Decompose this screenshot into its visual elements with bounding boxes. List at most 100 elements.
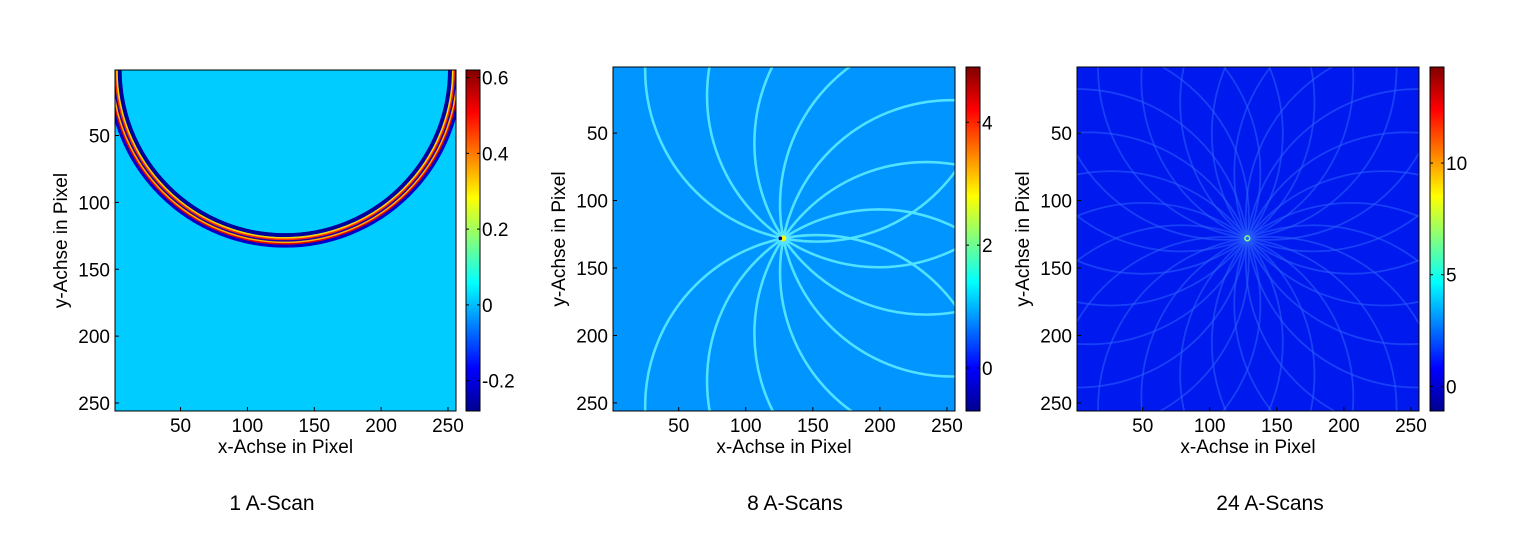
wavefront-arc (1077, 224, 1355, 411)
wavefront-arc (753, 160, 955, 411)
y-tick-label: 250 (576, 394, 608, 415)
x-axis-label: x-Achse in Pixel (1180, 437, 1315, 458)
wavefront-arc (1077, 131, 1262, 411)
wavefront-arc (1245, 88, 1419, 411)
panel-1-a-scan: 50 100 150 200 250 50 100 150 200 250 x-Achse in P… (51, 69, 515, 458)
y-tick-label: 250 (1040, 394, 1072, 415)
wavefront-arc (1077, 202, 1316, 411)
wavefront-arc (1077, 236, 1398, 411)
colorbar-tick-label: 4 (982, 113, 993, 134)
wavefront-arc (753, 67, 955, 316)
wavefront-arc (705, 67, 955, 269)
wavefront-arc (1097, 236, 1419, 411)
wavefront-arc (705, 208, 955, 411)
colorbar-tick-label: 5 (1446, 266, 1457, 287)
panel-8-a-scans: 50 100 150 200 250 50 100 150 200 250 x-Achse in P… (549, 66, 993, 458)
y-tick-label: 150 (78, 260, 110, 281)
wavefront-arc (1077, 170, 1284, 411)
x-tick-label: 250 (432, 416, 464, 437)
x-tick-label: 200 (365, 416, 397, 437)
colorbar-frame (465, 69, 481, 412)
colorbar-tick-label: -0.2 (482, 372, 515, 393)
y-tick-label: 200 (78, 327, 110, 348)
wavefront-arc (1077, 67, 1284, 307)
colorbar-tick-label: 10 (1446, 154, 1467, 175)
y-tick-label: 250 (78, 394, 110, 415)
x-tick-label: 250 (931, 416, 963, 437)
x-tick-label: 250 (1395, 416, 1427, 437)
colorbar (966, 67, 980, 411)
wavefront-arc-band (115, 70, 456, 243)
x-tick-label: 50 (1132, 416, 1153, 437)
x-axis-label: x-Achse in Pixel (716, 437, 851, 458)
x-tick-label: 150 (1261, 416, 1293, 437)
panel-3-caption: 24 A-Scans (1216, 492, 1324, 515)
y-tick-label: 100 (576, 192, 608, 213)
x-tick-label: 100 (1194, 416, 1226, 437)
wavefront-arc (1211, 170, 1419, 411)
wavefront-arc (1140, 67, 1419, 253)
heatmap-field (1077, 67, 1419, 411)
wavefront-arc (643, 67, 955, 243)
plot-frame (612, 66, 956, 412)
wavefront-arc (1097, 67, 1419, 241)
colorbar-tick-label: 0 (1446, 377, 1457, 398)
y-axis-label: y-Achse in Pixel (51, 173, 72, 308)
x-tick-label: 200 (864, 416, 896, 437)
plot-frame (1076, 66, 1420, 412)
y-tick-label: 100 (78, 193, 110, 214)
colorbar-frame (1429, 66, 1445, 412)
y-tick-label: 100 (1040, 192, 1072, 213)
wavefront-arc (1233, 67, 1419, 346)
wavefront-arc (1077, 67, 1398, 241)
x-tick-label: 100 (730, 416, 762, 437)
wavefront-arc-band (115, 95, 456, 246)
panel-2-caption: 8 A-Scans (747, 492, 843, 515)
wavefront-arc (1179, 67, 1419, 275)
wavefront-arc-band (115, 70, 456, 241)
y-axis-label: y-Achse in Pixel (1013, 171, 1034, 306)
wavefront-arc (778, 67, 955, 378)
colorbar-tick-label: 0.2 (482, 220, 508, 241)
wavefront-arc-band (115, 70, 454, 240)
x-tick-label: 50 (170, 416, 191, 437)
wavefront-arc (1140, 224, 1419, 411)
wavefront-arc (1077, 67, 1262, 346)
focus-spot (1244, 235, 1251, 242)
x-tick-label: 150 (298, 416, 330, 437)
colorbar-tick-label: 0.6 (482, 69, 508, 90)
wavefront-arc-band (115, 82, 456, 244)
focus-spot-dark (778, 236, 783, 241)
wavefront-arc (643, 233, 955, 411)
colorbar-tick-label: 0 (482, 296, 493, 317)
y-tick-label: 50 (89, 127, 110, 148)
plot-frame (114, 69, 457, 412)
colorbar (466, 70, 480, 411)
y-tick-label: 50 (587, 124, 608, 145)
x-tick-label: 50 (668, 416, 689, 437)
x-tick-label: 100 (232, 416, 264, 437)
colorbar-tick-label: 0.4 (482, 144, 509, 165)
panel-1-caption: 1 A-Scan (229, 492, 315, 515)
y-tick-label: 150 (1040, 259, 1072, 280)
y-axis-label: y-Achse in Pixel (549, 171, 570, 306)
y-tick-label: 200 (1040, 326, 1072, 347)
y-tick-label: 200 (576, 326, 608, 347)
focus-spot (780, 235, 787, 242)
y-tick-label: 150 (576, 259, 608, 280)
wavefront-arc (1077, 67, 1355, 253)
colorbar (1430, 67, 1444, 411)
wavefront-arc (1211, 67, 1419, 307)
heatmap-field (643, 67, 955, 411)
heatmap-field (115, 70, 456, 248)
wavefront-arc-band (115, 104, 456, 248)
wavefront-arc (1245, 67, 1419, 389)
x-axis-label: x-Achse in Pixel (218, 437, 353, 458)
wavefront-arc (1179, 202, 1419, 411)
x-tick-label: 150 (797, 416, 829, 437)
wavefront-arc (778, 98, 955, 411)
y-tick-label: 50 (1051, 124, 1072, 145)
x-tick-label: 200 (1328, 416, 1360, 437)
